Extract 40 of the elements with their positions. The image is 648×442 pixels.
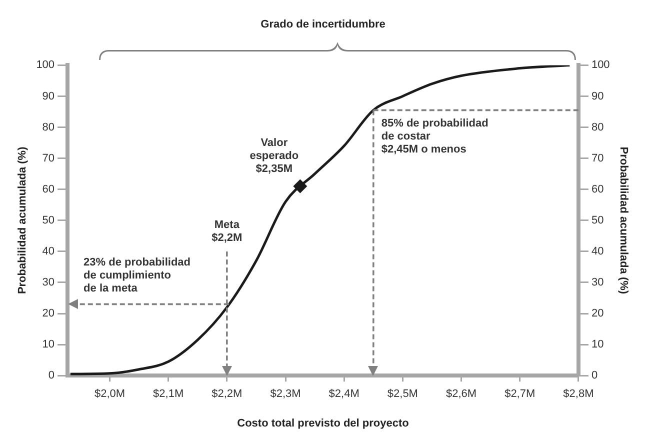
y2-tick-label: 70: [591, 152, 604, 164]
y-tick-label: 50: [42, 214, 55, 226]
x-tick-label: $2,8M: [563, 388, 594, 400]
x-tick-label: $2,1M: [153, 388, 184, 400]
y-tick-label: 90: [42, 90, 55, 102]
y-tick-label: 80: [42, 121, 55, 134]
y-tick-label: 20: [42, 308, 55, 320]
x-tick-label: $2,3M: [270, 388, 301, 400]
annotation: Valor esperado $2,35M: [250, 136, 299, 175]
y-tick-label: 10: [42, 338, 55, 351]
y-tick-label: 100: [36, 59, 55, 72]
y2-tick-label: 30: [591, 276, 604, 289]
ref-line-label: 85% de probabilidad de costar $2,45M o menos: [381, 118, 488, 156]
x-tick-label: $2,5M: [387, 388, 418, 400]
ref-line-label: 23% de probabilidad de cumplimiento de la meta: [84, 256, 191, 295]
chart-title: Grado de incertidumbre: [260, 18, 386, 31]
y2-tick-label: 50: [591, 214, 604, 226]
y-tick-label: 60: [42, 183, 55, 196]
y2-tick-label: 0: [591, 370, 598, 382]
y-axis-title: Probabilidad acumulada (%): [16, 146, 29, 294]
x-tick-label: $2,0M: [94, 388, 126, 400]
ref-line-label: Meta $2,2M: [212, 218, 242, 244]
x-axis-title: Costo total previsto del proyecto: [237, 417, 410, 430]
y2-axis-title: Probabilidad acumulada (%): [617, 146, 630, 294]
y2-tick-label: 40: [591, 245, 604, 258]
y2-tick-label: 90: [591, 90, 604, 102]
y2-tick-label: 80: [591, 121, 604, 134]
x-tick-label: $2,6M: [446, 388, 477, 400]
y-tick-label: 0: [48, 370, 55, 382]
y-tick-label: 70: [42, 152, 55, 164]
y2-tick-label: 100: [591, 59, 610, 72]
y2-tick-label: 10: [591, 338, 604, 351]
line-series: [69, 65, 571, 376]
y2-tick-label: 20: [591, 308, 604, 320]
y-tick-label: 40: [42, 245, 55, 258]
x-tick-label: $2,4M: [328, 388, 360, 400]
x-tick-label: $2,2M: [212, 388, 242, 400]
x-tick-label: $2,7M: [504, 388, 536, 400]
y-tick-label: 30: [42, 276, 55, 289]
y2-tick-label: 60: [591, 183, 604, 196]
